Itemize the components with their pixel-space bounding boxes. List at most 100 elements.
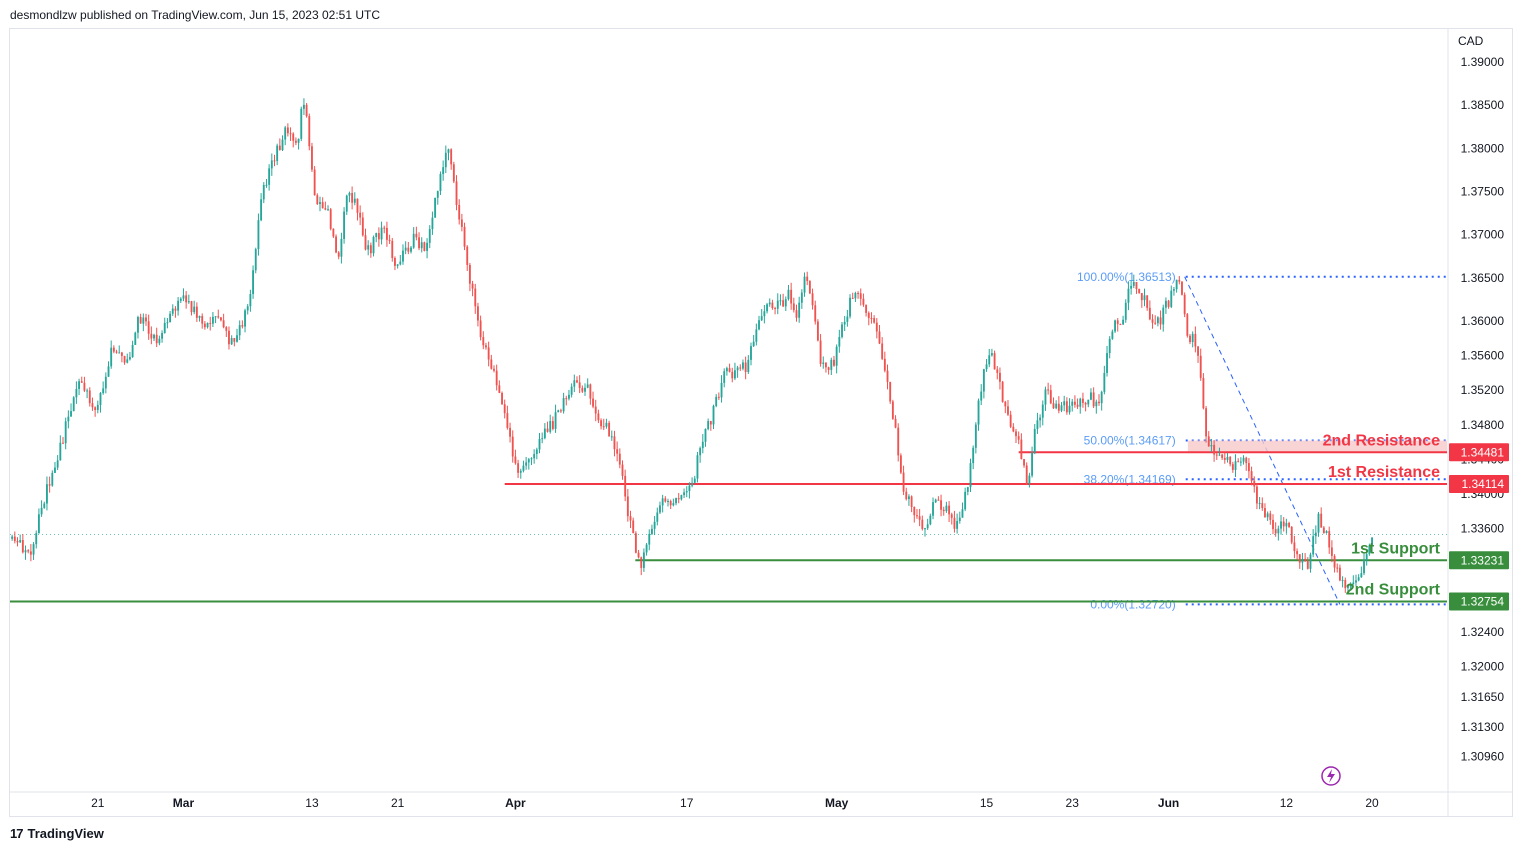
price-tick-label: 1.34800: [1461, 418, 1505, 432]
candle-body: [846, 316, 849, 322]
candle-body: [859, 293, 862, 299]
lightning-icon[interactable]: [1321, 766, 1341, 786]
candle-body: [1007, 406, 1009, 415]
candle-body: [64, 421, 67, 444]
candle-body: [937, 499, 940, 501]
resistance-zone[interactable]: [1187, 440, 1447, 453]
candle-body: [254, 249, 257, 271]
candle-body: [289, 133, 292, 135]
candle-body: [436, 191, 439, 198]
candle-body: [137, 317, 139, 333]
candle-body: [776, 300, 779, 309]
candle-body: [1199, 355, 1202, 378]
candle-body: [688, 485, 691, 492]
candle-body: [337, 252, 340, 257]
candle-body: [91, 403, 94, 408]
candle-body: [260, 199, 263, 221]
candle-body: [1253, 480, 1256, 487]
time-axis[interactable]: 21 Mar 13 21 Apr 17 May 15 23 Jun 12 20: [91, 796, 1379, 810]
candle-body: [161, 333, 163, 339]
candle-body: [744, 362, 747, 373]
candle-body: [1124, 302, 1127, 320]
candle-body: [423, 242, 426, 251]
candle-body: [677, 498, 680, 500]
candle-body: [699, 448, 702, 456]
candle-body: [145, 317, 147, 322]
candle-body: [862, 298, 865, 305]
candle-body: [760, 316, 763, 321]
candle-body: [549, 421, 552, 432]
candle-body: [691, 482, 694, 486]
support-resistance-levels[interactable]: [10, 440, 1447, 603]
candle-body: [1001, 381, 1004, 402]
candle-body: [228, 330, 230, 345]
price-axis[interactable]: 1.39000 1.38500 1.38000 1.37500 1.37000 1.365…: [1461, 55, 1505, 763]
candle-body: [551, 421, 554, 429]
candle-body: [1012, 426, 1015, 432]
candle-body: [685, 491, 688, 493]
resistance-2-label: 2nd Resistance: [1323, 432, 1440, 449]
candle-body: [667, 500, 669, 502]
candle-body: [463, 226, 466, 247]
candle-body: [747, 359, 750, 373]
time-tick-label: 17: [680, 796, 694, 810]
candle-body: [21, 540, 24, 553]
candle-body: [364, 235, 367, 250]
candle-body: [621, 464, 624, 476]
candle-body: [420, 242, 423, 249]
candle-body: [190, 301, 193, 313]
candle-body: [70, 411, 72, 417]
price-tick-label: 1.32400: [1461, 625, 1505, 639]
candle-body: [1338, 567, 1341, 581]
candle-body: [37, 514, 40, 534]
candle-body: [1183, 294, 1186, 315]
candle-body: [112, 347, 115, 352]
candle-body: [96, 404, 99, 410]
candle-body: [511, 436, 514, 457]
candle-body: [1349, 584, 1352, 587]
footer-brand: TradingView: [27, 826, 104, 841]
candle-body: [305, 104, 308, 117]
candle-body: [394, 257, 396, 266]
candle-body: [1068, 405, 1071, 413]
candle-body: [878, 331, 881, 344]
candle-body: [1186, 314, 1189, 336]
candle-body: [1234, 461, 1237, 470]
candle-body: [72, 397, 75, 412]
candle-body: [902, 472, 905, 492]
tradingview-footer[interactable]: 17 TradingView: [10, 826, 104, 841]
candle-body: [982, 369, 985, 392]
candle-body: [870, 317, 873, 319]
candle-body: [929, 515, 932, 525]
price-tick-label: 1.37000: [1461, 228, 1505, 242]
candle-body: [281, 139, 284, 151]
candle-body: [490, 359, 493, 369]
candle-body: [51, 472, 54, 486]
candle-body: [873, 318, 876, 323]
candle-body: [407, 247, 410, 252]
candle-body: [209, 322, 212, 324]
candle-body: [1041, 404, 1044, 418]
candle-body: [115, 351, 118, 353]
candle-body: [1081, 398, 1084, 403]
price-tick-label: 1.30960: [1461, 749, 1505, 763]
candle-body: [1119, 323, 1122, 325]
candle-body: [40, 507, 43, 515]
candle-body: [126, 359, 129, 363]
candle-body: [1272, 519, 1274, 530]
candle-body: [75, 388, 78, 398]
candle-body: [1325, 531, 1328, 534]
price-tick-label: 1.35600: [1461, 349, 1505, 363]
candle-body: [808, 280, 811, 294]
candle-body: [830, 359, 833, 370]
candle-body: [1371, 537, 1373, 546]
candle-body: [1306, 560, 1309, 569]
candle-body: [704, 428, 707, 442]
support-2-badge-text: 1.32754: [1461, 594, 1505, 608]
candle-body: [921, 519, 924, 529]
candle-body: [964, 491, 967, 510]
candle-body: [1213, 445, 1216, 455]
candle-body: [841, 324, 843, 337]
candle-body: [83, 382, 86, 391]
